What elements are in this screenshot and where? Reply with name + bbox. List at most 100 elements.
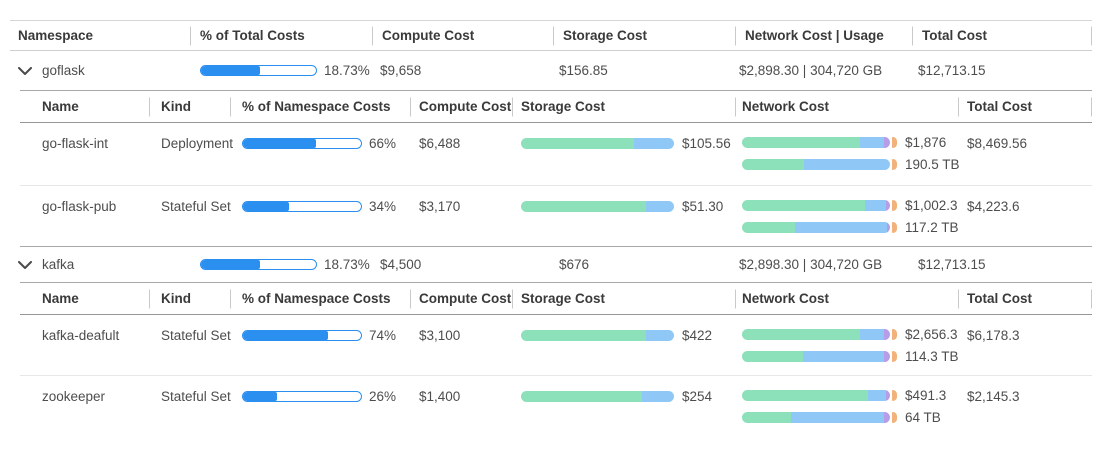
namespace-total-cost: $12,713.15 [918, 257, 986, 272]
pct-namespace-costs-value: 74% [369, 328, 397, 343]
namespace-storage-cost: $156.85 [559, 63, 608, 78]
bar-tip-icon [892, 200, 897, 211]
pct-total-costs-bar [200, 65, 317, 76]
storage-cost-value: $105.56 [682, 136, 731, 151]
pct-namespace-costs-bar [242, 330, 362, 341]
pct-total-costs-value: 18.73% [324, 257, 370, 272]
workload-kind: Stateful Set [161, 389, 231, 404]
workload-total-cost: $2,145.3 [967, 389, 1020, 404]
header-total-cost: Total Cost [912, 21, 1092, 50]
namespace-row-kafka[interactable]: kafka 18.73% $4,500 $676 $2,898.30 | 304… [10, 247, 1092, 282]
namespace-total-cost: $12,713.15 [918, 63, 986, 78]
main-header-row: Namespace % of Total Costs Compute Cost … [10, 20, 1092, 51]
storage-cost-value: $254 [682, 389, 713, 404]
network-usage-value: 64 TB [905, 410, 941, 425]
header-pct-total-costs: % of Total Costs [190, 21, 372, 50]
workload-name: go-flask-pub [42, 199, 117, 214]
subheader-name: Name [42, 291, 79, 306]
pct-namespace-costs-value: 26% [369, 389, 397, 404]
workload-compute-cost: $6,488 [419, 136, 461, 151]
workload-total-cost: $6,178.3 [967, 328, 1020, 343]
namespace-name: kafka [42, 257, 75, 272]
network-usage-bar [742, 222, 890, 233]
namespace-row-goflask[interactable]: goflask 18.73% $9,658 $156.85 $2,898.30 … [10, 51, 1092, 90]
network-usage-bar [742, 351, 890, 362]
network-cost-value: $1,876 [905, 135, 947, 150]
network-cost-value: $1,002.3 [905, 198, 958, 213]
storage-cost-bar [521, 391, 674, 402]
bar-tip-icon [892, 390, 897, 401]
subheader-kind: Kind [149, 91, 230, 122]
storage-cost-bar [521, 138, 674, 149]
network-cost-value: $491.3 [905, 388, 947, 403]
network-usage-value: 117.2 TB [905, 220, 959, 235]
subheader-total-cost: Total Cost [958, 91, 1092, 122]
network-usage-value: 190.5 TB [905, 157, 960, 172]
namespace-compute-cost: $4,500 [380, 257, 422, 272]
workload-total-cost: $4,223.6 [967, 199, 1020, 214]
workload-table-goflask: Name Kind % of Namespace Costs Compute C… [20, 90, 1092, 247]
header-namespace: Namespace [18, 28, 94, 43]
header-network-cost-usage: Network Cost | Usage [735, 21, 912, 50]
subheader-total-cost: Total Cost [958, 283, 1092, 314]
namespace-network-cost-usage: $2,898.30 | 304,720 GB [739, 63, 883, 78]
subheader-name: Name [42, 99, 79, 114]
workload-kind: Stateful Set [161, 199, 231, 214]
workload-header-row: Name Kind % of Namespace Costs Compute C… [20, 283, 1092, 315]
bar-tip-icon [892, 222, 897, 233]
storage-cost-bar [521, 330, 674, 341]
subheader-compute-cost: Compute Cost [410, 283, 512, 314]
network-usage-bar [742, 159, 890, 170]
workload-row-go-flask-int[interactable]: go-flask-int Deployment 66% $6,488 $105.… [20, 123, 1092, 186]
subheader-storage-cost: Storage Cost [512, 283, 735, 314]
pct-namespace-costs-value: 34% [369, 199, 397, 214]
storage-cost-value: $422 [682, 328, 713, 343]
pct-total-costs-bar [200, 259, 317, 270]
workload-compute-cost: $1,400 [419, 389, 461, 404]
chevron-down-icon[interactable] [18, 66, 32, 75]
network-usage-bar [742, 412, 890, 423]
workload-name: zookeeper [42, 389, 106, 404]
network-usage-value: 114.3 TB [905, 349, 959, 364]
workload-name: go-flask-int [42, 136, 109, 151]
subheader-network-cost: Network Cost [735, 283, 958, 314]
network-cost-bar [742, 329, 890, 340]
pct-namespace-costs-value: 66% [369, 136, 397, 151]
bar-tip-icon [892, 159, 897, 170]
subheader-pct-namespace-costs: % of Namespace Costs [230, 91, 410, 122]
storage-cost-value: $51.30 [682, 199, 724, 214]
workload-header-row: Name Kind % of Namespace Costs Compute C… [20, 91, 1092, 123]
workload-kind: Deployment [161, 136, 234, 151]
workload-compute-cost: $3,100 [419, 328, 461, 343]
network-cost-bar [742, 390, 890, 401]
chevron-down-icon[interactable] [18, 260, 32, 269]
subheader-compute-cost: Compute Cost [410, 91, 512, 122]
subheader-kind: Kind [149, 283, 230, 314]
subheader-pct-namespace-costs: % of Namespace Costs [230, 283, 410, 314]
workload-row-go-flask-pub[interactable]: go-flask-pub Stateful Set 34% $3,170 $51… [20, 186, 1092, 246]
workload-total-cost: $8,469.56 [967, 136, 1028, 151]
pct-namespace-costs-bar [242, 138, 362, 149]
subheader-storage-cost: Storage Cost [512, 91, 735, 122]
header-compute-cost: Compute Cost [372, 21, 553, 50]
storage-cost-bar [521, 201, 674, 212]
subheader-network-cost: Network Cost [735, 91, 958, 122]
workload-row-kafka-deafult[interactable]: kafka-deafult Stateful Set 74% $3,100 $4… [20, 315, 1092, 376]
workload-kind: Stateful Set [161, 328, 231, 343]
network-cost-bar [742, 200, 890, 211]
workload-table-kafka: Name Kind % of Namespace Costs Compute C… [20, 282, 1092, 437]
header-storage-cost: Storage Cost [553, 21, 735, 50]
bar-tip-icon [892, 137, 897, 148]
network-cost-value: $2,656.3 [905, 327, 958, 342]
namespace-network-cost-usage: $2,898.30 | 304,720 GB [739, 257, 883, 272]
workload-row-zookeeper[interactable]: zookeeper Stateful Set 26% $1,400 $254 [20, 376, 1092, 437]
namespace-storage-cost: $676 [559, 257, 590, 272]
cost-table: Namespace % of Total Costs Compute Cost … [10, 20, 1092, 437]
network-cost-bar [742, 137, 890, 148]
namespace-name: goflask [42, 63, 85, 78]
pct-namespace-costs-bar [242, 391, 362, 402]
bar-tip-icon [892, 329, 897, 340]
workload-name: kafka-deafult [42, 328, 120, 343]
bar-tip-icon [892, 412, 897, 423]
pct-total-costs-value: 18.73% [324, 63, 370, 78]
